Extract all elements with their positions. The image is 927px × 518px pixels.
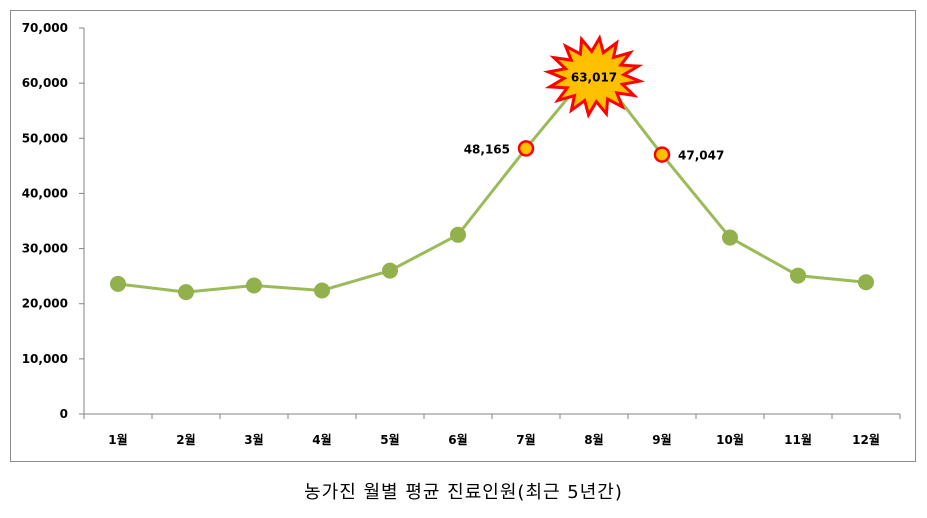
data-point-marker [382, 262, 398, 279]
data-point-marker [246, 277, 262, 294]
highlight-marker [653, 146, 671, 163]
y-tick-label: 0 [60, 407, 68, 421]
chart-caption: 농가진 월별 평균 진료인원(최근 5년간) [304, 482, 623, 503]
data-point-marker [790, 267, 806, 284]
x-tick-label: 4월 [312, 432, 331, 447]
peak-starburst-marker [543, 34, 645, 119]
x-tick-label: 5월 [380, 432, 399, 447]
series-line [117, 65, 867, 294]
y-tick-label: 60,000 [22, 76, 68, 90]
highlight-marker [517, 140, 535, 157]
x-tick-label: 2월 [176, 432, 195, 447]
data-point-marker [722, 229, 738, 246]
x-tick-label: 6월 [448, 432, 467, 447]
y-tick-label: 20,000 [22, 297, 68, 311]
data-point-marker [110, 275, 126, 292]
data-point-marker [314, 282, 330, 299]
data-label: 47,047 [678, 149, 724, 163]
y-tick-label: 50,000 [22, 131, 68, 145]
x-tick-label: 3월 [244, 432, 263, 447]
line-chart: 0 10,000 20,000 30,000 40,000 50,000 60,000 70,… [22, 21, 901, 447]
x-tick-label: 10월 [716, 432, 744, 447]
x-tick-label: 9월 [652, 432, 671, 447]
chart-frame: 0 10,000 20,000 30,000 40,000 50,000 60,000 70,… [10, 10, 916, 462]
y-tick-label: 70,000 [22, 21, 68, 35]
data-point-marker [858, 274, 874, 291]
y-tick-label: 10,000 [22, 352, 68, 366]
y-tick-label: 40,000 [22, 186, 68, 200]
data-label-peak: 63,017 [571, 71, 617, 85]
y-tick-label: 30,000 [22, 242, 68, 256]
x-tick-label: 12월 [852, 432, 880, 447]
x-tick-label: 7월 [516, 432, 535, 447]
x-tick-label: 11월 [784, 432, 812, 447]
data-point-marker [450, 226, 466, 243]
x-tick-label: 8월 [584, 432, 603, 447]
x-tick-label: 1월 [108, 432, 127, 447]
data-label: 48,165 [464, 142, 510, 156]
data-point-marker [178, 284, 194, 301]
